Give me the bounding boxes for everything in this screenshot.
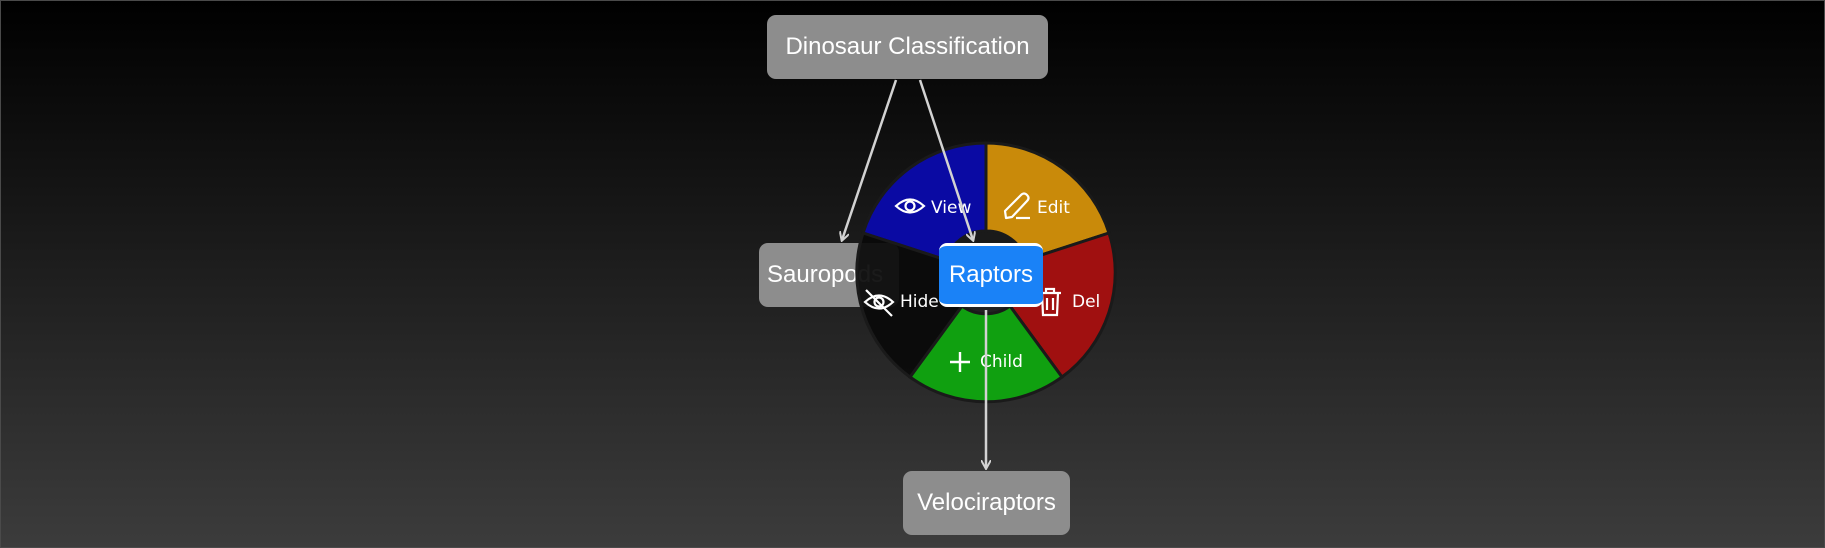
menu-label-edit: Edit <box>1037 198 1070 218</box>
node-velociraptors[interactable]: Velociraptors <box>903 471 1070 535</box>
menu-label-hide: Hide <box>900 292 939 312</box>
node-raptors-selected[interactable]: Raptors <box>939 243 1043 307</box>
menu-label-del: Del <box>1072 292 1100 312</box>
edge-root-to-sauropods <box>842 79 898 240</box>
pencil-icon <box>1003 192 1030 220</box>
menu-item-hide[interactable]: Hide <box>855 231 965 380</box>
eye-icon <box>894 198 926 214</box>
plus-icon <box>950 352 970 372</box>
menu-item-edit[interactable]: Edit <box>984 141 1111 262</box>
menu-label-child: Child <box>980 352 1023 372</box>
node-dinosaur-classification[interactable]: Dinosaur Classification <box>767 15 1048 79</box>
eye-off-icon <box>863 289 895 317</box>
edge-root-to-raptors <box>918 79 973 240</box>
